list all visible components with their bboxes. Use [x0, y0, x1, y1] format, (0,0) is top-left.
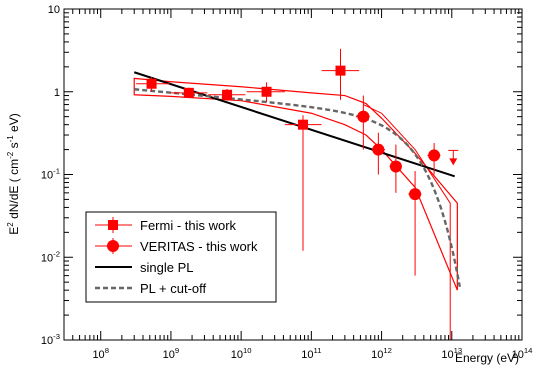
y-axis-label: E2 dN/dE ( cm-2 s-1 eV) [6, 113, 21, 234]
axes: 108 109 1010 1011 1012 1013 1014 10 1 10-1 10-2 10-… [41, 4, 533, 361]
legend-label-veritas: VERITAS - this work [140, 239, 258, 254]
fermi-point [335, 65, 346, 76]
fermi-point [183, 87, 194, 98]
x-axis-label: Energy (eV) [455, 351, 519, 365]
legend-label-pl: single PL [140, 260, 193, 275]
veritas-point [357, 110, 370, 123]
veritas-point [409, 188, 422, 201]
plot-contents [133, 48, 461, 340]
fermi-point [222, 89, 233, 100]
x-tick-label: 109 [163, 346, 180, 361]
y-tick-label: 1 [54, 87, 60, 99]
x-tick-label: 1012 [371, 346, 392, 361]
y-tick-label: 10-1 [41, 167, 60, 182]
fermi-point [146, 78, 157, 89]
veritas-point [428, 149, 441, 162]
legend-veritas-marker [107, 240, 119, 252]
x-tick-label: 1011 [301, 346, 321, 361]
legend-label-cutoff: PL + cut-off [140, 281, 207, 296]
upper-limit-arrow [449, 158, 458, 166]
y-tick-label: 10-3 [41, 332, 60, 347]
fermi-point [297, 119, 308, 130]
x-tick-label: 108 [92, 346, 109, 361]
pl-butterfly [133, 77, 458, 291]
x-tick-label: 1014 [512, 346, 534, 361]
legend-fermi-marker [108, 220, 118, 230]
y-tick-label: 10 [48, 4, 60, 16]
cutoff-band-upper [363, 104, 451, 340]
legend-label-fermi: Fermi - this work [140, 218, 237, 233]
x-tick-label: 1013 [441, 346, 462, 361]
pl-cutoff-curve [134, 88, 461, 288]
y-tick-label: 10-2 [41, 249, 60, 264]
legend: Fermi - this work VERITAS - this work sing… [85, 211, 277, 303]
x-tick-label: 1010 [231, 346, 252, 361]
fermi-point [261, 86, 272, 97]
veritas-point [389, 160, 402, 173]
veritas-point [372, 143, 385, 156]
